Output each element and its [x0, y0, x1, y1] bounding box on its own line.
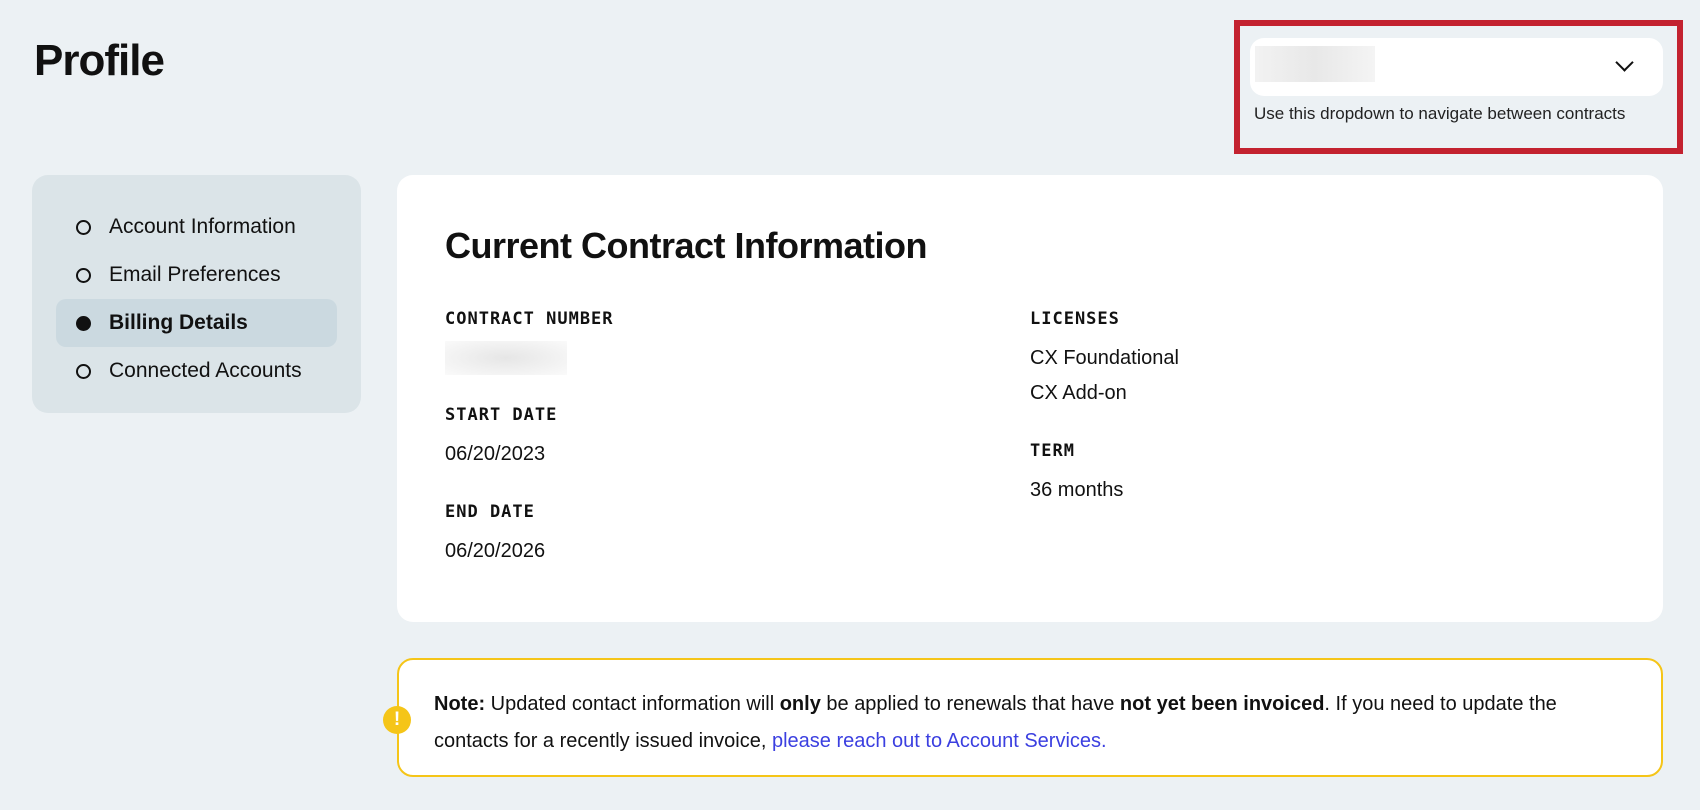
- warning-icon: !: [383, 706, 411, 734]
- note-banner: Note: Updated contact information will o…: [397, 658, 1663, 777]
- sidebar-item-email-preferences[interactable]: Email Preferences: [56, 251, 337, 299]
- radio-icon: [76, 267, 91, 283]
- highlight-box: [1234, 20, 1683, 154]
- redacted-contract-number: [445, 341, 567, 375]
- term-label: TERM: [1030, 441, 1075, 461]
- sidebar-nav: Account Information Email Preferences Bi…: [32, 175, 361, 413]
- contract-number-label: CONTRACT NUMBER: [445, 309, 614, 329]
- sidebar-item-account-information[interactable]: Account Information: [56, 203, 337, 251]
- sidebar-item-connected-accounts[interactable]: Connected Accounts: [56, 347, 337, 395]
- radio-icon: [76, 363, 91, 379]
- licenses-label: LICENSES: [1030, 309, 1120, 329]
- sidebar-item-label: Billing Details: [109, 311, 248, 334]
- term-value: 36 months: [1030, 479, 1124, 501]
- start-date-value: 06/20/2023: [445, 443, 546, 465]
- note-bold: not yet been invoiced: [1119, 693, 1325, 715]
- dropdown-hint: Use this dropdown to navigate between co…: [1254, 104, 1626, 123]
- sidebar-item-billing-details[interactable]: Billing Details: [56, 299, 337, 347]
- radio-filled-icon: [76, 315, 91, 331]
- card-heading: Current Contract Information: [445, 225, 928, 266]
- chevron-down-icon: [1615, 53, 1634, 72]
- note-text: . If you need to update the contacts for…: [434, 693, 1557, 752]
- license-item: CX Add-on: [1030, 382, 1127, 404]
- sidebar-item-label: Email Preferences: [109, 263, 281, 286]
- note-prefix: Note:: [434, 693, 486, 715]
- redacted-selected-contract: [1255, 46, 1375, 82]
- sidebar-item-label: Connected Accounts: [109, 359, 302, 382]
- end-date-label: END DATE: [445, 502, 535, 522]
- radio-icon: [76, 219, 91, 235]
- license-item: CX Foundational: [1030, 347, 1179, 369]
- account-services-link[interactable]: please reach out to Account Services.: [771, 730, 1107, 752]
- note-bold: only: [779, 693, 821, 715]
- note-text: be applied to renewals that have: [820, 693, 1120, 715]
- sidebar-item-label: Account Information: [109, 215, 296, 238]
- end-date-value: 06/20/2026: [445, 540, 546, 562]
- page-title: Profile: [34, 36, 165, 85]
- start-date-label: START DATE: [445, 405, 558, 425]
- note-text: Updated contact information will: [485, 693, 780, 715]
- contract-dropdown[interactable]: [1250, 38, 1663, 96]
- contract-card: Current Contract Information CONTRACT NU…: [397, 175, 1663, 622]
